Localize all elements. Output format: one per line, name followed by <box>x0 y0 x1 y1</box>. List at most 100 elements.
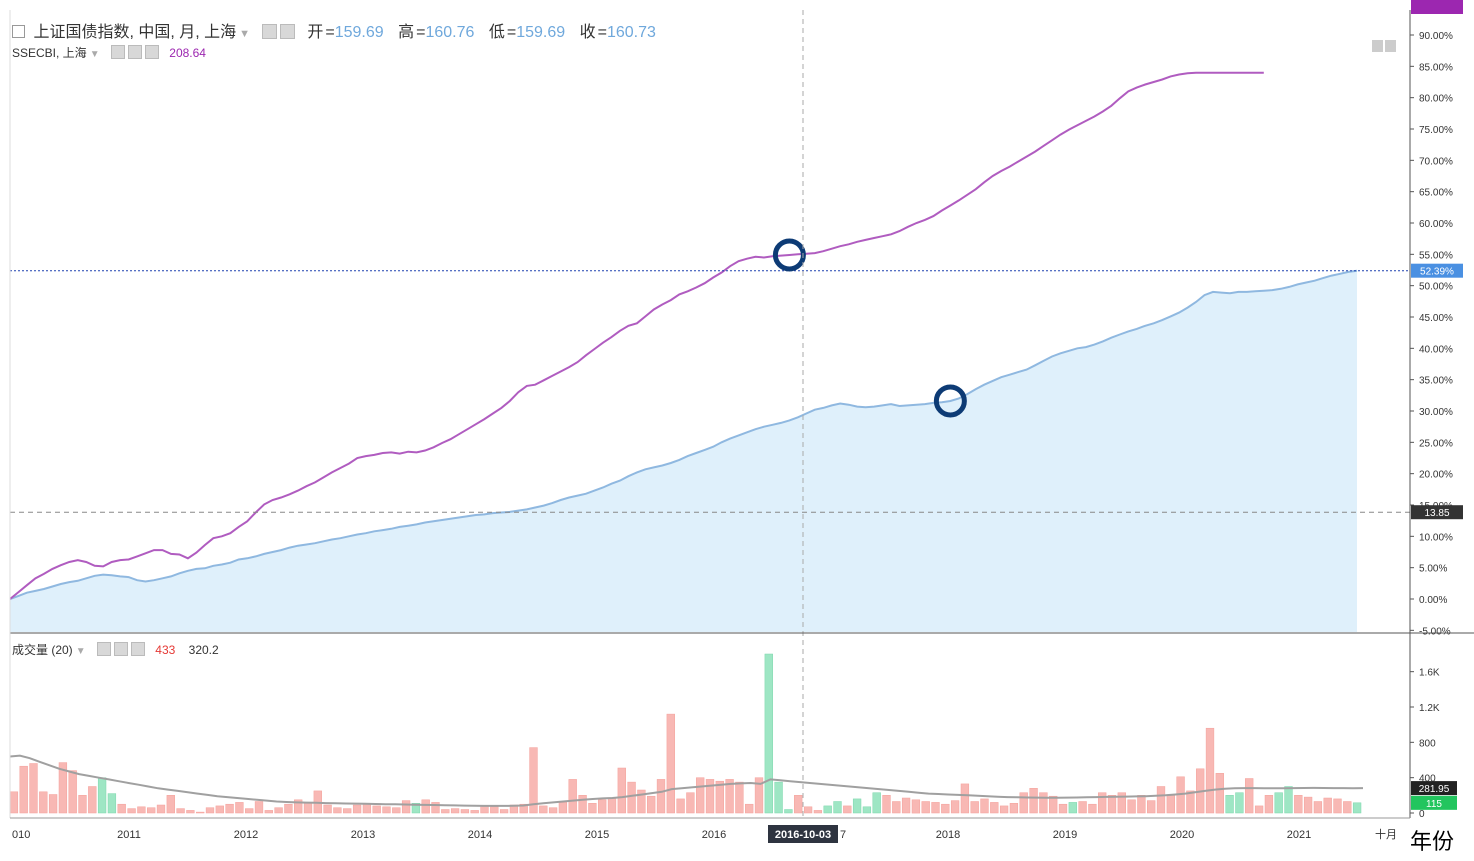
price-tick-label: -5.00% <box>1419 626 1451 637</box>
volume-bar <box>1254 805 1264 814</box>
volume-bar <box>490 806 499 814</box>
volume-bar <box>284 803 293 814</box>
low-value: 159.69 <box>516 24 566 41</box>
volume-bar <box>156 804 166 814</box>
time-tick-label: 010 <box>12 829 30 841</box>
volume-bar <box>1274 792 1283 814</box>
time-tick-label: 2019 <box>1053 829 1077 841</box>
price-tick-label: 25.00% <box>1419 438 1453 449</box>
x-unit-label: 年份 <box>1410 830 1455 855</box>
time-tick-label: 2020 <box>1170 829 1194 841</box>
volume-tick-label: 1.2K <box>1419 703 1440 714</box>
main-series-line <box>9 269 1358 600</box>
volume-bar <box>607 797 617 814</box>
volume-bar <box>1088 803 1097 814</box>
volume-bar <box>666 713 675 814</box>
open-label: 开 <box>307 24 324 41</box>
volume-bar <box>392 807 401 814</box>
volume-ma-path <box>9 754 1364 807</box>
volume-bar <box>39 791 48 814</box>
volume-bar <box>1186 790 1195 814</box>
scroll-down-icon[interactable] <box>1385 40 1396 52</box>
volume-bar <box>941 803 950 814</box>
close-icon[interactable] <box>130 642 145 656</box>
volume-bar <box>499 809 509 814</box>
volume-bar <box>1156 786 1166 814</box>
volume-bar <box>686 792 695 814</box>
price-axis[interactable]: 90.00% 85.00% 80.00% 75.00% 70.00% 65.00% 60.0… <box>1410 0 1463 637</box>
chevron-down-icon[interactable]: ▼ <box>89 49 100 60</box>
volume-bar <box>147 807 156 814</box>
volume-bar <box>1039 792 1048 814</box>
panel-frame <box>9 10 1474 819</box>
time-tick-label-partial: 7 <box>840 829 846 841</box>
close-label: 收 <box>579 24 596 41</box>
volume-bar <box>637 789 646 814</box>
volume-bar <box>274 807 283 814</box>
volume-bar <box>745 803 754 814</box>
open-value: 159.69 <box>334 24 384 41</box>
price-tick-label: 85.00% <box>1419 62 1453 73</box>
volume-bar <box>931 802 940 814</box>
time-tick-label: 2014 <box>468 829 492 841</box>
compare-series-path <box>9 71 1264 600</box>
volume-bar <box>166 795 175 814</box>
volume-bar <box>999 805 1009 814</box>
volume-bar <box>323 804 332 814</box>
close-icon[interactable] <box>144 45 159 59</box>
eye-icon[interactable] <box>96 642 111 656</box>
volume-bar <box>676 798 685 814</box>
volume-last-tag: 115 <box>1426 799 1442 810</box>
price-tick-label: 0.00% <box>1419 595 1447 606</box>
volume-bar <box>598 799 607 814</box>
volume-bar <box>1294 795 1303 814</box>
volume-bar <box>735 781 744 814</box>
settings-icon[interactable] <box>113 642 128 656</box>
volume-bar <box>754 777 764 814</box>
volume-bar <box>1009 803 1019 814</box>
volume-bar <box>1029 788 1038 814</box>
volume-bar <box>401 800 411 814</box>
settings-icon[interactable] <box>127 45 142 59</box>
volume-bar <box>68 770 77 814</box>
volume-bar <box>382 806 391 814</box>
volume-bar <box>1323 797 1332 814</box>
collapse-icon[interactable] <box>12 25 25 38</box>
horizontal-lines <box>10 270 1410 513</box>
settings-icon[interactable] <box>280 24 296 39</box>
scroll-up-icon[interactable] <box>1372 40 1383 52</box>
volume-tick-label: 400 <box>1419 774 1436 785</box>
volume-bar <box>186 810 195 814</box>
price-tick-label: 40.00% <box>1419 344 1453 355</box>
volume-axis[interactable]: 1.6K 1.2K 800 400 0 281.95 115 <box>1410 668 1457 820</box>
volume-bar <box>705 779 715 814</box>
volume-bar <box>784 809 793 814</box>
eye-icon[interactable] <box>262 24 278 39</box>
volume-bar <box>137 806 146 814</box>
volume-legend: 成交量 (20) ▼ 433 320.2 <box>12 641 219 658</box>
time-tick-label: 2015 <box>585 829 609 841</box>
volume-bar <box>303 802 313 814</box>
close-value: 160.73 <box>606 24 656 41</box>
volume-tick-label: 1.6K <box>1419 668 1440 679</box>
chevron-down-icon[interactable]: ▼ <box>239 28 251 40</box>
main-last-value-tag-bg <box>1411 263 1463 278</box>
volume-bar <box>764 653 773 814</box>
volume-bar <box>333 807 342 814</box>
chevron-down-icon[interactable]: ▼ <box>75 646 86 657</box>
volume-bar <box>450 808 460 814</box>
time-axis[interactable]: 010 2011 2012 2013 2014 2015 2016 2016-10-03 7 20… <box>12 825 1397 843</box>
volume-ma-tag-bg <box>1411 781 1457 796</box>
time-tick-label: 2013 <box>351 829 375 841</box>
volume-bar <box>872 792 881 814</box>
volume-bar <box>1215 773 1224 814</box>
circle-markers <box>772 238 967 418</box>
volume-bar <box>362 803 372 814</box>
volume-bar <box>411 803 421 814</box>
volume-value: 433 <box>155 643 176 657</box>
volume-bar <box>970 801 979 814</box>
eye-icon[interactable] <box>110 45 125 59</box>
volume-bar <box>901 797 911 814</box>
volume-bar <box>558 802 568 814</box>
